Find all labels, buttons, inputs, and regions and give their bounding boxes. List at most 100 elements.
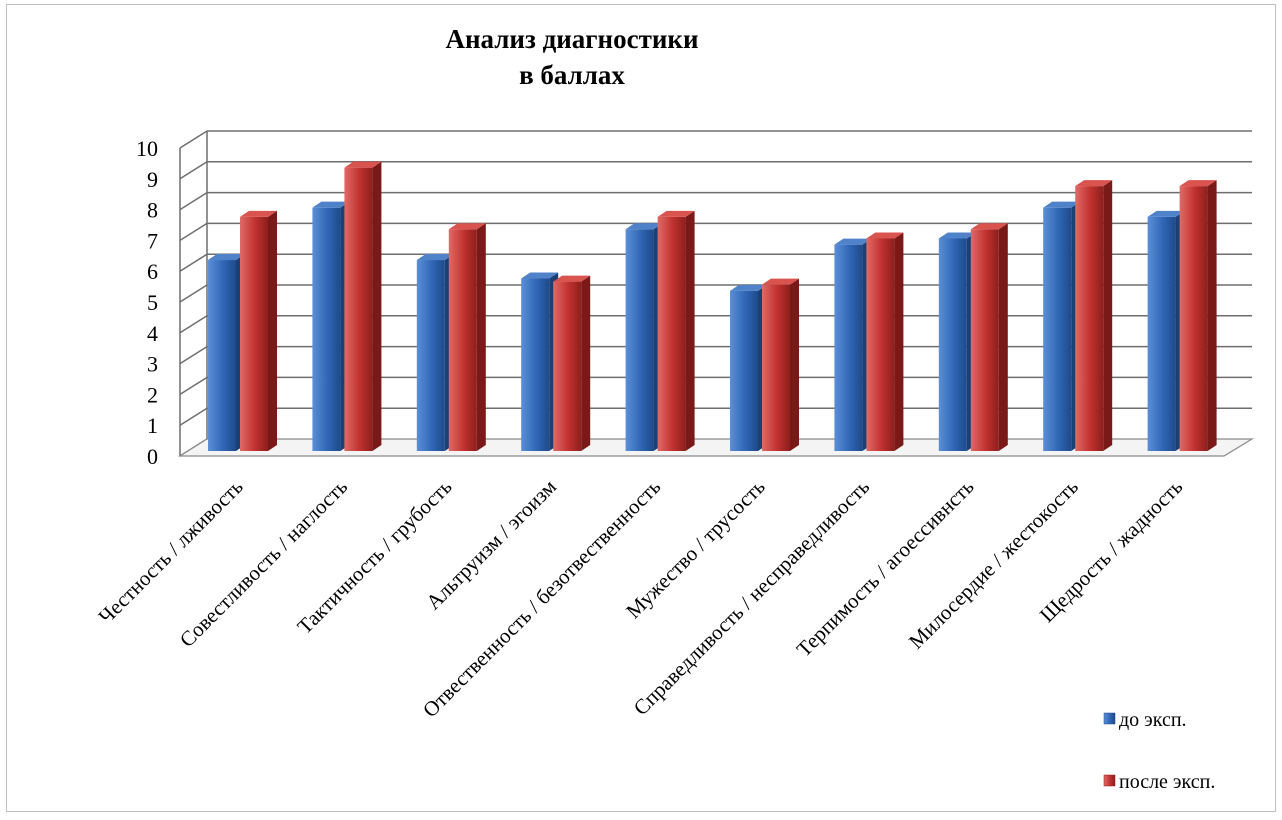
y-tick-label: 9	[147, 167, 158, 192]
bar-top	[834, 238, 872, 245]
gridline-diag	[179, 253, 208, 272]
bar-top	[416, 254, 454, 261]
bar-after	[553, 275, 591, 451]
bar-front	[1043, 207, 1072, 451]
bar-front	[208, 260, 236, 451]
bar-front	[240, 216, 268, 451]
legend-item-after: после эксп.	[1103, 771, 1215, 793]
legend-item-before: до эксп.	[1103, 709, 1187, 731]
bar-front	[416, 260, 445, 451]
legend: до эксп. после эксп.	[1103, 709, 1215, 793]
bar-top	[344, 161, 382, 168]
bar-top	[1075, 180, 1113, 187]
bar-top	[866, 232, 904, 239]
bar-before	[208, 254, 245, 451]
gridline-diag	[179, 376, 208, 396]
bar-after	[657, 210, 695, 451]
bar-front	[657, 216, 686, 451]
bar-front	[730, 290, 758, 451]
bar-side	[581, 275, 591, 451]
gridline-diag	[179, 161, 208, 180]
legend-swatch-before	[1103, 712, 1116, 725]
bar-side	[685, 210, 695, 451]
chart-title-line-2: в баллах	[519, 60, 625, 90]
legend-label-after: после эксп.	[1119, 771, 1215, 793]
bar-front	[834, 244, 863, 451]
bar-top	[730, 284, 767, 291]
bar-before	[625, 223, 663, 451]
y-tick-label: 4	[147, 321, 158, 346]
x-tick-label: Милосердие / жестокость	[904, 475, 1083, 654]
bar-after	[762, 278, 799, 451]
y-tick-label: 8	[147, 198, 158, 223]
bar-front	[553, 281, 582, 451]
y-tick-label: 1	[147, 413, 158, 438]
bar-front	[762, 284, 790, 451]
bar-front	[1075, 186, 1104, 451]
legend-swatch-after	[1103, 774, 1116, 787]
bar-after	[970, 223, 1008, 451]
gridline-diag	[179, 284, 208, 303]
bar-before	[834, 238, 872, 451]
bar-top	[1179, 180, 1217, 187]
y-tick-label: 2	[147, 382, 158, 407]
bar-before	[730, 284, 767, 451]
bar-side	[372, 161, 382, 451]
chart-title-line-1: Анализ диагностики	[445, 24, 698, 54]
bar-after	[240, 210, 277, 451]
bar-before	[521, 272, 559, 451]
gridline-diag	[179, 315, 208, 334]
bar-top	[970, 223, 1008, 230]
bar-side	[476, 223, 486, 451]
bar-front	[866, 238, 895, 451]
bar-side	[998, 223, 1008, 451]
bar-front	[521, 278, 550, 451]
bar-top	[1043, 201, 1081, 208]
y-tick-label: 7	[147, 228, 158, 253]
y-tick-label: 3	[147, 352, 158, 377]
bar-side	[790, 278, 799, 451]
bar-before	[938, 232, 976, 451]
bar-before	[1043, 201, 1081, 451]
gridline-diag	[179, 191, 208, 211]
y-tick-label: 5	[147, 290, 158, 315]
gridline-diag	[179, 407, 208, 426]
bar-before	[312, 201, 350, 451]
bar-after	[866, 232, 904, 451]
legend-label-before: до эксп.	[1119, 709, 1187, 731]
bar-front	[938, 238, 967, 451]
bar-top	[762, 278, 799, 285]
bar-top	[1147, 210, 1185, 217]
bar-top	[625, 223, 663, 230]
bars	[208, 161, 1217, 451]
y-axis: 0 1 2 3 4 5 6 7 8 9 10	[136, 136, 158, 469]
bar-before	[416, 254, 454, 451]
bar-after	[344, 161, 382, 451]
gridline-diag	[179, 130, 208, 149]
bar-front	[970, 229, 999, 451]
bar-after	[1179, 180, 1217, 451]
bar-front	[448, 229, 477, 451]
bar-top	[521, 272, 559, 279]
bar-front	[625, 229, 654, 451]
bar-top	[240, 210, 277, 217]
bar-after	[448, 223, 486, 451]
gridline-diag	[179, 345, 208, 365]
bar-top	[312, 201, 350, 208]
bar-top	[938, 232, 976, 239]
bar-before	[1147, 210, 1185, 451]
bar-side	[894, 232, 904, 451]
y-tick-label: 10	[136, 136, 158, 161]
bar-top	[448, 223, 486, 230]
y-tick-label: 6	[147, 259, 158, 284]
bar-front	[344, 167, 373, 451]
bar-front	[1147, 216, 1176, 451]
bar-top	[553, 275, 591, 282]
x-tick-label: Терпимость / агоессивнсть	[792, 475, 979, 662]
bar-after	[1075, 180, 1113, 451]
chart-title: Анализ диагностики в баллах	[445, 24, 698, 90]
bar-front	[1179, 186, 1208, 451]
bar-side	[1207, 180, 1217, 451]
